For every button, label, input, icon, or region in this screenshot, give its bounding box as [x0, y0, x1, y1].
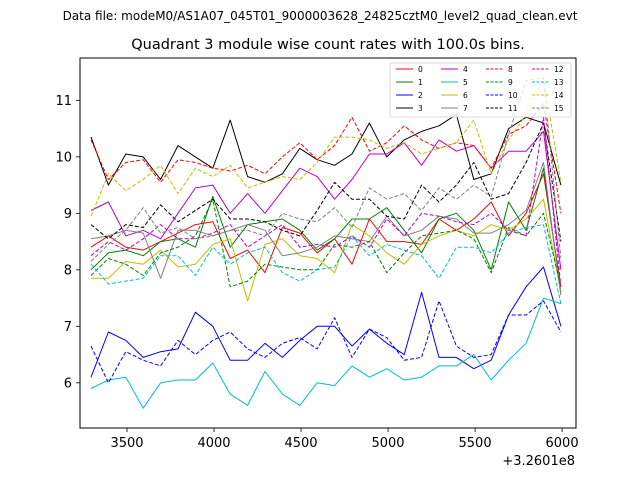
- series-line-7: [90, 162, 562, 296]
- y-tick-label: 9: [64, 207, 72, 222]
- series-line-15: [90, 77, 562, 262]
- series-line-0: [90, 173, 562, 287]
- series-line-10: [90, 300, 562, 384]
- x-tick-label: 5500: [459, 436, 492, 451]
- plot-frame: [79, 57, 577, 429]
- series-line-5: [90, 297, 562, 409]
- series-line-1: [90, 167, 562, 293]
- x-tick-label: 6000: [546, 436, 579, 451]
- series-line-2: [90, 266, 562, 378]
- x-offset-label: +3.2601e8: [502, 454, 575, 469]
- legend-label-3: 3: [418, 104, 423, 113]
- x-tick-label: 3500: [110, 436, 143, 451]
- series-line-8: [90, 102, 562, 214]
- legend-label-7: 7: [463, 104, 468, 113]
- legend-label-1: 1: [418, 78, 423, 87]
- x-tick-label: 4500: [284, 436, 317, 451]
- series-line-11: [90, 122, 562, 242]
- legend-label-6: 6: [463, 91, 468, 100]
- series-line-9: [90, 198, 562, 288]
- x-tick-label: 5000: [371, 436, 404, 451]
- y-tick-label: 6: [64, 376, 72, 391]
- series-line-13: [90, 224, 562, 304]
- series-line-3: [90, 114, 562, 186]
- series-layer: [90, 77, 562, 409]
- series-line-4: [90, 130, 562, 270]
- legend-label-12: 12: [554, 65, 564, 74]
- legend-label-14: 14: [554, 91, 564, 100]
- x-tick-label: 4000: [197, 436, 230, 451]
- legend-label-15: 15: [554, 104, 564, 113]
- y-tick-label: 8: [64, 263, 72, 278]
- legend-label-2: 2: [418, 91, 423, 100]
- y-tick-label: 10: [55, 150, 72, 165]
- legend-label-11: 11: [508, 104, 518, 113]
- y-tick-label: 7: [64, 320, 72, 335]
- chart-suptitle: Data file: modeM0/AS1A07_045T01_90000036…: [63, 9, 578, 23]
- series-line-14: [90, 77, 562, 217]
- legend-label-8: 8: [508, 65, 513, 74]
- legend-label-9: 9: [508, 78, 513, 87]
- series-line-6: [91, 198, 562, 302]
- legend-label-5: 5: [463, 78, 468, 87]
- legend-label-4: 4: [463, 65, 468, 74]
- y-tick-label: 11: [55, 94, 72, 109]
- legend-label-10: 10: [508, 91, 518, 100]
- chart-title: Quadrant 3 module wise count rates with …: [131, 37, 525, 53]
- series-line-12: [90, 116, 562, 287]
- legend-label-13: 13: [554, 78, 564, 87]
- legend-label-0: 0: [418, 65, 423, 74]
- tick-layer: 3500 4000 4500 5000 5500 6000 6 7 8 9 10 11: [55, 94, 578, 451]
- legend-frame: [389, 62, 572, 118]
